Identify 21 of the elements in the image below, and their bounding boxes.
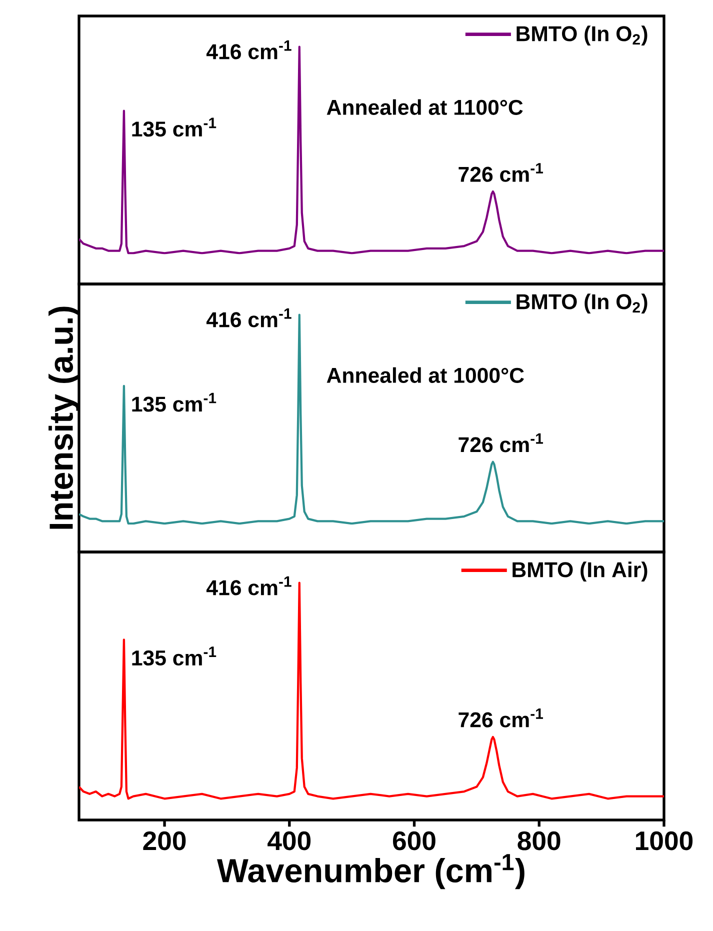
- x-tick-label: 400: [268, 831, 311, 850]
- annotation: 135 cm$^{-1}$: [132, 392, 216, 412]
- legend-label: BMTO (In O$_{2}$): [516, 26, 648, 46]
- annotation: 416 cm$^{-1}$: [206, 40, 292, 60]
- annotation: 416 cm$^{-1}$: [206, 308, 292, 328]
- annotation: 135 cm$^{-1}$: [132, 646, 216, 666]
- annotation: 135 cm$^{-1}$: [132, 118, 216, 137]
- legend-label: BMTO (In Air): [512, 562, 648, 582]
- x-tick-label: 600: [393, 831, 436, 850]
- annotation: 416 cm$^{-1}$: [206, 576, 292, 596]
- x-axis-title: Wavenumber (cm$^{-1}$): [216, 854, 524, 890]
- annotation: 726 cm$^{-1}$: [458, 708, 543, 728]
- annotation: Annealed at 1000°C: [326, 367, 524, 383]
- annotation: 726 cm$^{-1}$: [458, 433, 543, 452]
- x-tick-label: 800: [518, 831, 560, 850]
- annotation: Annealed at 1100°C: [326, 99, 523, 115]
- annotation: 726 cm$^{-1}$: [458, 163, 543, 182]
- x-tick-label: 1000: [636, 831, 693, 850]
- x-tick-label: 200: [143, 831, 186, 850]
- legend-label: BMTO (In O$_{2}$): [516, 294, 648, 314]
- y-axis-title: Intensity (a.u.): [48, 306, 80, 529]
